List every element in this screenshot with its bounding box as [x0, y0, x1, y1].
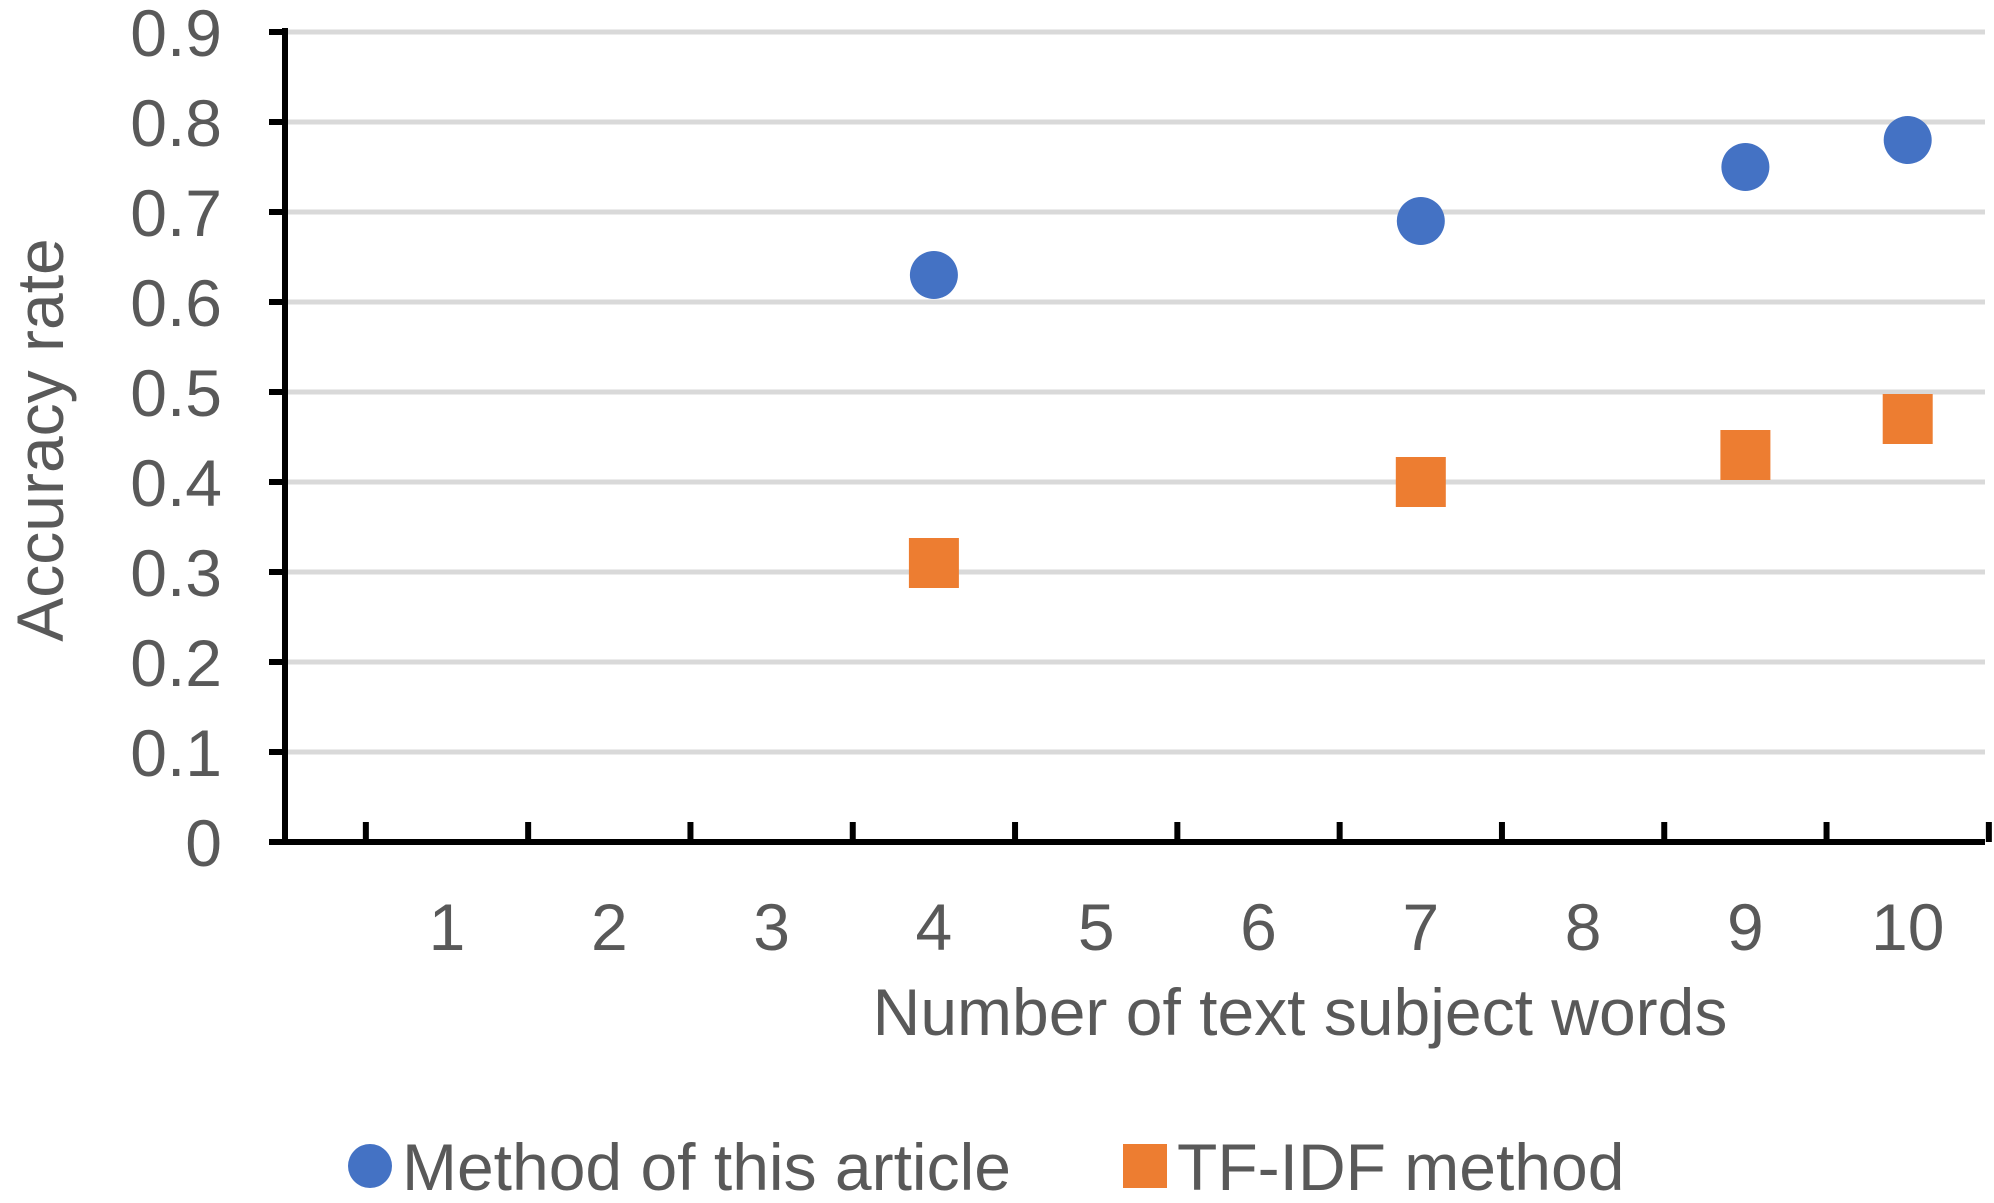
x-tick-label: 4: [916, 890, 953, 964]
legend-marker-square: [1123, 1144, 1167, 1188]
x-tick-label: 10: [1871, 890, 1944, 964]
data-point-circle: [1721, 143, 1770, 191]
gridlines: [285, 29, 1985, 755]
y-tick-label: 0.7: [130, 176, 222, 250]
data-point-square: [1395, 457, 1446, 507]
y-tick-label: 0.6: [130, 266, 222, 340]
legend-label: Method of this article: [402, 1130, 1011, 1203]
y-tick-labels: 0 0.1 0.2 0.3 0.4 0.5 0.6 0.7 0.8 0.9: [130, 0, 222, 880]
data-points: [908, 116, 1933, 588]
axes: [269, 28, 1992, 845]
x-tick-label: 2: [591, 890, 628, 964]
y-tick-label: 0.3: [130, 536, 222, 610]
x-tick-label: 3: [753, 890, 790, 964]
y-tick-label: 0.8: [130, 86, 222, 160]
data-point-circle: [909, 251, 958, 299]
x-tick-label: 1: [429, 890, 466, 964]
legend-label: TF-IDF method: [1177, 1130, 1624, 1203]
x-tick-label: 6: [1240, 890, 1277, 964]
y-tick-label: 0.2: [130, 626, 222, 700]
x-tick-label: 7: [1402, 890, 1439, 964]
data-point-circle: [1883, 116, 1932, 164]
x-tick-label: 8: [1565, 890, 1602, 964]
data-point-square: [908, 538, 959, 588]
x-tick-label: 9: [1727, 890, 1764, 964]
y-tick-label: 0.1: [130, 716, 222, 790]
legend-marker-circle: [348, 1144, 392, 1188]
data-point-square: [1720, 430, 1771, 480]
x-axis-title: Number of text subject words: [873, 975, 1728, 1049]
y-tick-label: 0.5: [130, 356, 222, 430]
y-axis-title: Accuracy rate: [3, 238, 77, 641]
y-tick-label: 0.4: [130, 446, 222, 520]
legend: Method of this article TF-IDF method: [348, 1130, 1624, 1203]
y-tick-label: 0.9: [130, 0, 222, 70]
data-point-circle: [1396, 197, 1445, 245]
data-point-square: [1882, 394, 1933, 444]
x-tick-labels: 1 2 3 4 5 6 7 8 9 10: [429, 890, 1945, 964]
y-tick-label: 0: [185, 806, 222, 880]
x-tick-label: 5: [1078, 890, 1115, 964]
